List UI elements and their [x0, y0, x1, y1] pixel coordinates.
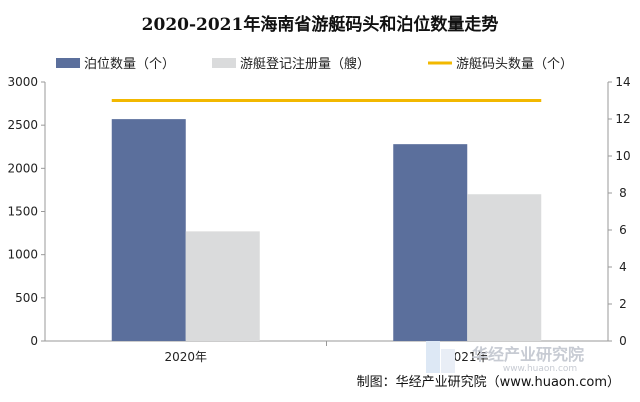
legend-label: 游艇码头数量（个） — [456, 57, 573, 72]
watermark: 华经产业研究院 www.huaon.com — [426, 341, 584, 374]
y-right-tick-label: 4 — [619, 260, 627, 274]
y-left-tick-label: 2000 — [7, 161, 38, 175]
bar — [185, 231, 260, 341]
watermark-logo — [426, 341, 440, 373]
watermark-sub: www.huaon.com — [503, 364, 577, 374]
y-left-tick-label: 500 — [15, 291, 38, 305]
y-left-tick-label: 0 — [30, 334, 38, 348]
y-left-tick-label: 2500 — [7, 118, 38, 132]
y-right-tick-label: 8 — [619, 186, 627, 200]
legend-label: 游艇登记注册量（艘） — [240, 56, 370, 72]
y-right-tick-label: 6 — [619, 223, 627, 237]
y-left-tick-label: 3000 — [7, 75, 38, 89]
watermark-text: 华经产业研究院 — [472, 345, 584, 364]
legend: 泊位数量（个） 游艇登记注册量（艘） 游艇码头数量（个） — [56, 56, 573, 72]
x-tick-label: 2020年 — [164, 350, 207, 364]
y-right-tick-label: 12 — [615, 112, 630, 126]
source-note: 制图：华经产业研究院（www.huaon.com） — [357, 375, 620, 390]
bar — [467, 194, 542, 341]
y-right-tick-label: 0 — [619, 334, 627, 348]
y-right-tick-label: 2 — [619, 297, 627, 311]
bar — [393, 144, 468, 341]
y-right-tick-label: 14 — [615, 75, 630, 89]
watermark-logo-bar — [441, 349, 455, 373]
legend-swatch — [56, 58, 80, 68]
legend-swatch — [212, 58, 236, 68]
x-tick-label: 2021年 — [446, 350, 489, 364]
chart-title: 2020-2021年海南省游艇码头和泊位数量走势 — [142, 14, 499, 35]
legend-label: 泊位数量（个） — [84, 57, 175, 72]
y-left-tick-label: 1500 — [7, 205, 38, 219]
bar — [111, 119, 186, 341]
y-right-tick-label: 10 — [615, 149, 630, 163]
axes: 0 500 1000 1500 2000 2500 3000 0 2 4 6 8 10 12 14 2020年… — [7, 75, 630, 364]
y-left-tick-label: 1000 — [7, 248, 38, 262]
chart-marks — [111, 99, 542, 341]
